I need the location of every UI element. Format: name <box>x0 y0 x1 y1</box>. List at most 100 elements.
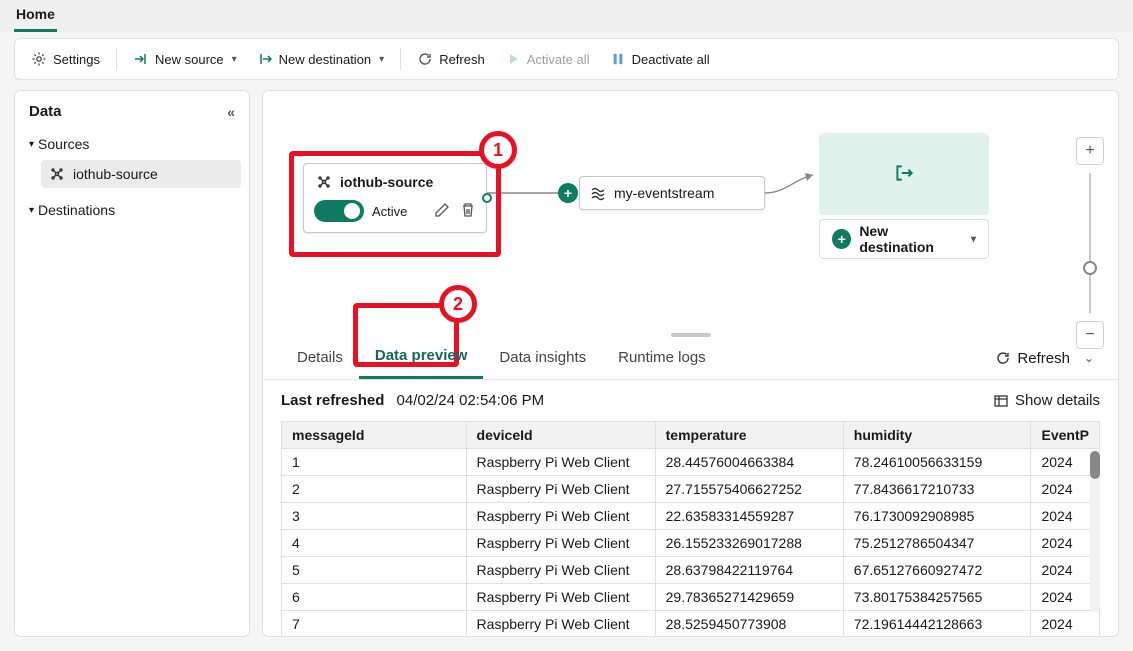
trash-icon[interactable] <box>460 202 476 221</box>
iot-icon <box>49 166 65 182</box>
tab-data-preview[interactable]: Data preview <box>359 337 484 379</box>
table-cell: Raspberry Pi Web Client <box>466 449 655 476</box>
sidebar-item-iothub-source[interactable]: iothub-source <box>41 160 241 188</box>
canvas[interactable]: iothub-source Active <box>263 91 1118 329</box>
table-cell: 5 <box>282 557 467 584</box>
source-node-title: iothub-source <box>340 174 433 190</box>
deactivate-all-button[interactable]: Deactivate all <box>600 45 720 73</box>
last-refreshed-label: Last refreshed <box>281 392 384 409</box>
play-icon <box>505 51 521 67</box>
main: Data « ▾ Sources iothub-source ▾ Destina… <box>14 90 1119 637</box>
top-tabs: Home <box>0 0 1133 32</box>
show-details-label: Show details <box>1015 392 1100 409</box>
refresh-button[interactable]: Refresh <box>407 45 495 73</box>
data-table: messageId deviceId temperature humidity … <box>281 421 1100 636</box>
col-event[interactable]: EventP <box>1031 422 1100 449</box>
col-temperature[interactable]: temperature <box>655 422 843 449</box>
panel-refresh-button[interactable]: Refresh <box>995 350 1070 367</box>
new-destination-button[interactable]: + New destination ▾ <box>819 219 989 259</box>
active-toggle[interactable] <box>314 200 364 222</box>
table-row[interactable]: 3Raspberry Pi Web Client22.6358331455928… <box>282 503 1100 530</box>
table-cell: 77.8436617210733 <box>843 476 1031 503</box>
new-destination-label: New destination <box>279 52 372 67</box>
table-cell: Raspberry Pi Web Client <box>466 611 655 636</box>
deactivate-all-label: Deactivate all <box>632 52 710 67</box>
col-messageId[interactable]: messageId <box>282 422 467 449</box>
stream-node-title: my-eventstream <box>614 185 714 201</box>
table-cell: 28.44576004663384 <box>655 449 843 476</box>
tab-runtime-logs[interactable]: Runtime logs <box>602 339 722 378</box>
chevron-down-icon: ▾ <box>29 139 34 150</box>
arrow-out-icon <box>257 51 273 67</box>
activate-all-button[interactable]: Activate all <box>495 45 600 73</box>
table-cell: 78.24610056633159 <box>843 449 1031 476</box>
node-source[interactable]: iothub-source Active <box>303 163 487 233</box>
sidebar-group-sources[interactable]: ▾ Sources <box>23 130 241 158</box>
table-row[interactable]: 6Raspberry Pi Web Client29.7836527142965… <box>282 584 1100 611</box>
plus-icon: + <box>832 229 851 249</box>
sources-label: Sources <box>38 136 89 152</box>
vertical-scrollbar[interactable] <box>1090 449 1100 612</box>
table-cell: 27.715575406627252 <box>655 476 843 503</box>
chevron-down-icon: ▾ <box>29 205 34 216</box>
sidebar-group-destinations[interactable]: ▾ Destinations <box>23 196 241 224</box>
table-cell: 26.155233269017288 <box>655 530 843 557</box>
table-cell: 67.65127660927472 <box>843 557 1031 584</box>
sidebar: Data « ▾ Sources iothub-source ▾ Destina… <box>14 90 250 637</box>
table-cell: 3 <box>282 503 467 530</box>
collapse-icon[interactable]: « <box>227 104 235 120</box>
table-cell: 6 <box>282 584 467 611</box>
table-cell: 1 <box>282 449 467 476</box>
table-cell: 28.5259450773908 <box>655 611 843 636</box>
panel-tabs: Details Data preview Data insights Runti… <box>263 337 1118 380</box>
expand-panel-icon[interactable]: ⌄ <box>1078 347 1100 369</box>
table-row[interactable]: 7Raspberry Pi Web Client28.5259450773908… <box>282 611 1100 636</box>
zoom-control: + − <box>1076 137 1104 349</box>
table-row[interactable]: 2Raspberry Pi Web Client27.7155754066272… <box>282 476 1100 503</box>
sidebar-item-label: iothub-source <box>73 166 158 182</box>
table-cell: 28.63798422119764 <box>655 557 843 584</box>
settings-button[interactable]: Settings <box>21 45 110 73</box>
table-cell: Raspberry Pi Web Client <box>466 584 655 611</box>
table-cell: 2024 <box>1031 611 1100 636</box>
stream-icon <box>590 185 606 201</box>
exit-icon <box>893 162 915 187</box>
add-before-stream-icon[interactable]: + <box>558 183 578 203</box>
output-port[interactable] <box>482 193 492 203</box>
annotation-badge-1: 1 <box>479 131 517 169</box>
edit-icon[interactable] <box>434 202 450 221</box>
gear-icon <box>31 51 47 67</box>
tab-details[interactable]: Details <box>281 339 359 378</box>
table-header-row: messageId deviceId temperature humidity … <box>282 422 1100 449</box>
workspace: iothub-source Active <box>262 90 1119 637</box>
edge <box>765 169 821 209</box>
toolbar-separator <box>116 48 117 70</box>
table-row[interactable]: 5Raspberry Pi Web Client28.6379842211976… <box>282 557 1100 584</box>
col-deviceId[interactable]: deviceId <box>466 422 655 449</box>
vertical-scroll-thumb[interactable] <box>1090 451 1100 479</box>
new-destination-label: New destination <box>859 223 963 255</box>
show-details-button[interactable]: Show details <box>993 392 1100 409</box>
new-source-label: New source <box>155 52 224 67</box>
table-row[interactable]: 4Raspberry Pi Web Client26.1552332690172… <box>282 530 1100 557</box>
tab-home[interactable]: Home <box>14 0 57 32</box>
zoom-in-button[interactable]: + <box>1076 137 1104 165</box>
table-row[interactable]: 1Raspberry Pi Web Client28.4457600466338… <box>282 449 1100 476</box>
node-stream[interactable]: + my-eventstream <box>579 176 765 210</box>
chevron-down-icon: ▾ <box>379 54 384 65</box>
new-destination-button[interactable]: New destination ▾ <box>247 45 395 73</box>
arrow-in-icon <box>133 51 149 67</box>
iot-icon <box>316 174 332 190</box>
tab-data-insights[interactable]: Data insights <box>483 339 602 378</box>
data-table-wrap: messageId deviceId temperature humidity … <box>263 421 1118 636</box>
new-source-button[interactable]: New source ▾ <box>123 45 247 73</box>
last-refreshed-value: 04/02/24 02:54:06 PM <box>397 392 545 409</box>
table-cell: Raspberry Pi Web Client <box>466 530 655 557</box>
sidebar-title: Data <box>29 103 62 120</box>
col-humidity[interactable]: humidity <box>843 422 1031 449</box>
refresh-icon <box>417 51 433 67</box>
zoom-track[interactable] <box>1089 173 1091 313</box>
node-destination[interactable] <box>819 133 989 215</box>
zoom-thumb[interactable] <box>1083 261 1097 275</box>
table-cell: 73.80175384257565 <box>843 584 1031 611</box>
